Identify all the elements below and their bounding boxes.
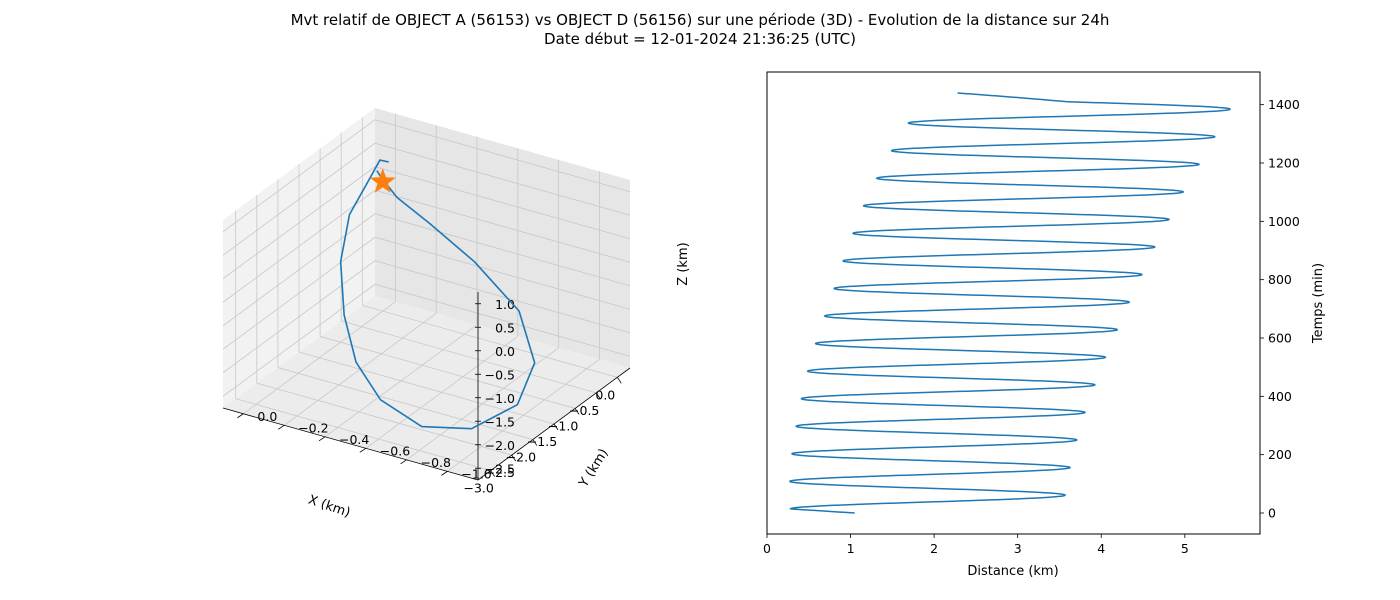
y-tick-label-3d: 0.0: [257, 409, 277, 424]
grid-line-3d: [324, 324, 478, 438]
x-tick-label-3d: −1.5: [527, 434, 557, 449]
x-tick-label-2d: 1: [847, 541, 855, 556]
grid-line-3d: [222, 260, 376, 374]
x-tick-label-2d: 4: [1097, 541, 1105, 556]
x-tick-label-2d: 5: [1181, 541, 1189, 556]
y-tick-label-2d: 600: [1268, 331, 1292, 346]
grid-line-3d: [447, 359, 600, 472]
grid-line-3d: [222, 166, 376, 280]
y-tick-label-3d: −0.6: [380, 443, 410, 458]
y-axis-line-3d: [222, 407, 479, 481]
y-tick-label-3d: −0.2: [298, 420, 328, 435]
z-tick-label-3d: −2.5: [485, 461, 515, 476]
x-tick-3d: [574, 408, 580, 415]
grid-line-3d: [365, 335, 519, 449]
grid-line-3d: [374, 119, 631, 193]
y-tick-label-2d: 0: [1268, 506, 1276, 521]
origin-star-marker: [369, 168, 396, 193]
y-tick-3d: [400, 459, 407, 465]
grid-line-3d: [277, 367, 533, 440]
y-tick-3d: [237, 413, 244, 419]
y-axis-label-2d: Temps (min): [1311, 263, 1326, 344]
z-axis-label-3d: Z (km): [676, 242, 691, 285]
z-tick-label-3d: 0.0: [495, 344, 515, 359]
y-tick-3d: [277, 424, 285, 430]
grid-line-3d: [374, 283, 631, 357]
trajectory-3d-line: [339, 159, 536, 430]
y-tick-label-3d: −0.8: [421, 455, 451, 470]
pane-yz: [375, 108, 630, 368]
grid-line-3d: [374, 189, 631, 263]
distance-series-line: [789, 92, 1231, 514]
x-tick-3d: [511, 454, 517, 462]
grid-line-3d: [243, 301, 396, 415]
grid-line-3d: [222, 189, 376, 303]
x-axis-label-2d: Distance (km): [967, 564, 1058, 579]
z-tick-label-3d: −2.0: [485, 438, 515, 453]
y-tick-label-2d: 1000: [1268, 214, 1300, 229]
grid-line-3d: [222, 283, 376, 397]
x-tick-3d: [595, 392, 601, 400]
grid-line-3d: [222, 236, 376, 350]
figure-title-line2: Date début = 12-01-2024 21:36:25 (UTC): [544, 30, 856, 48]
y-tick-label-2d: 1400: [1268, 97, 1300, 112]
grid-line-3d: [222, 213, 376, 327]
grid-line-3d: [298, 351, 555, 425]
x-tick-label-3d: −1.0: [548, 418, 578, 433]
x-tick-label-3d: −2.0: [506, 450, 536, 465]
x-tick-label-2d: 0: [763, 541, 771, 556]
x-axis-label-3d: X (km): [306, 493, 352, 521]
grid-line-3d: [256, 382, 512, 456]
x-tick-label-3d: 0.0: [595, 387, 615, 402]
y-tick-label-2d: 400: [1268, 389, 1292, 404]
chart-3d-trajectory: −3.0−2.5−2.0−1.5−1.0−0.50.00.0−0.2−0.4−0…: [222, 108, 631, 496]
z-tick-label-3d: −1.0: [485, 391, 515, 406]
grid-line-3d: [374, 142, 631, 216]
y-tick-3d: [318, 436, 326, 442]
x-tick-label-2d: 2: [930, 541, 938, 556]
grid-line-3d: [374, 213, 631, 287]
y-tick-label-3d: −0.4: [339, 432, 369, 447]
y-tick-label-2d: 800: [1268, 272, 1292, 287]
x-tick-3d: [553, 423, 559, 431]
figure-title-line1: Mvt relatif de OBJECT A (56153) vs OBJEC…: [291, 11, 1110, 29]
x-tick-label-3d: −3.0: [463, 481, 493, 496]
x-tick-label-2d: 3: [1014, 541, 1022, 556]
x-tick-3d: [490, 470, 495, 477]
distance-plot-frame: [766, 71, 1261, 535]
grid-line-3d: [222, 119, 376, 233]
x-tick-label-3d: −0.5: [569, 403, 599, 418]
y-tick-label-3d: −1.0: [461, 466, 491, 481]
y-axis-label-3d: Y (km): [576, 446, 612, 491]
x-tick-3d: [532, 439, 538, 446]
grid-line-3d: [235, 398, 491, 472]
grid-line-3d: [320, 336, 576, 409]
grid-line-3d: [362, 304, 618, 378]
grid-line-3d: [374, 260, 631, 334]
x-tick-3d: [617, 377, 622, 384]
y-tick-3d: [441, 471, 448, 476]
x-tick-label-3d: −2.5: [485, 465, 515, 480]
z-tick-label-3d: −0.5: [485, 367, 515, 382]
z-tick-label-3d: −1.5: [485, 414, 515, 429]
chart-distance-vs-time: 0 1 2 3 4 5 0 200 400 600 800 1000 1200 1400: [763, 71, 1300, 556]
grid-line-3d: [222, 142, 376, 256]
grid-line-3d: [374, 166, 631, 240]
y-tick-label-2d: 1200: [1268, 156, 1300, 171]
y-tick-3d: [359, 447, 367, 453]
z-tick-label-3d: 0.5: [495, 320, 515, 335]
grid-line-3d: [341, 320, 597, 394]
y-tick-label-2d: 200: [1268, 447, 1292, 462]
grid-line-3d: [374, 236, 631, 310]
